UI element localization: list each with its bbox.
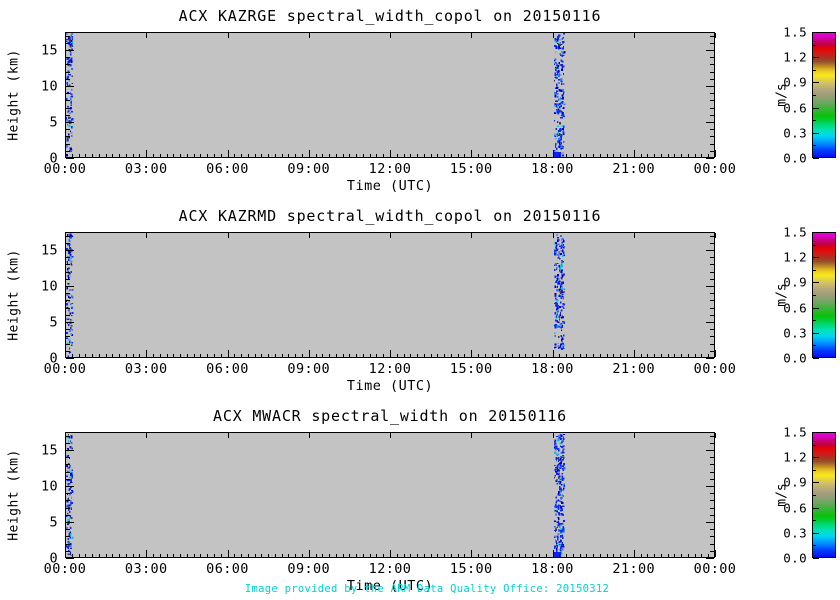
svg-text:0.3: 0.3: [783, 526, 807, 541]
svg-text:1.2: 1.2: [783, 50, 807, 65]
svg-text:06:00: 06:00: [206, 361, 249, 377]
svg-text:00:00: 00:00: [44, 161, 87, 177]
panel-title: ACX KAZRGE spectral_width_copol on 20150…: [178, 7, 602, 25]
svg-text:21:00: 21:00: [612, 361, 655, 377]
colorbar-unit-label: m/s: [774, 483, 790, 507]
provenance-caption: Image provided by the ARM Data Quality O…: [244, 583, 610, 595]
plot-canvas-kazrge: 00:00 03:00 06:00 09:00 12:00 15:00 18:00 21:00…: [41, 25, 836, 177]
panel-mwacr: 00:00 03:00 06:00 09:00 12:00 15:00 18:00 21:00…: [0, 400, 840, 600]
panel-kazrge: 00:00 03:00 06:00 09:00 12:00 15:00 18:00 21:00…: [0, 0, 840, 200]
svg-text:1.2: 1.2: [783, 250, 807, 265]
svg-text:1.5: 1.5: [783, 25, 807, 40]
plot-canvas-mwacr: 00:00 03:00 06:00 09:00 12:00 15:00 18:00 21:00…: [41, 425, 836, 577]
svg-text:00:00: 00:00: [694, 561, 737, 577]
svg-text:09:00: 09:00: [287, 161, 330, 177]
svg-text:12:00: 12:00: [369, 561, 412, 577]
svg-text:0: 0: [49, 151, 58, 167]
svg-text:00:00: 00:00: [694, 361, 737, 377]
svg-text:09:00: 09:00: [287, 561, 330, 577]
plot-canvas-kazrmd: 00:00 03:00 06:00 09:00 12:00 15:00 18:00 21:00…: [41, 225, 836, 377]
colorbar-unit-label: m/s: [774, 283, 790, 307]
svg-text:18:00: 18:00: [531, 361, 574, 377]
svg-text:0.0: 0.0: [783, 351, 807, 366]
svg-text:15: 15: [41, 443, 58, 459]
svg-text:00:00: 00:00: [694, 161, 737, 177]
svg-text:15: 15: [41, 243, 58, 259]
svg-text:03:00: 03:00: [125, 161, 168, 177]
x-axis-label: Time (UTC): [346, 578, 434, 594]
y-axis-label: Height (km): [6, 249, 22, 341]
x-axis-label: Time (UTC): [346, 378, 434, 394]
panel-title: ACX MWACR spectral_width on 20150116: [213, 407, 567, 425]
svg-text:1.5: 1.5: [783, 425, 807, 440]
svg-text:0.0: 0.0: [783, 151, 807, 166]
svg-text:03:00: 03:00: [125, 561, 168, 577]
svg-text:12:00: 12:00: [369, 161, 412, 177]
svg-text:0.6: 0.6: [783, 101, 807, 116]
svg-text:0.6: 0.6: [783, 301, 807, 316]
svg-text:03:00: 03:00: [125, 361, 168, 377]
svg-text:0.6: 0.6: [783, 501, 807, 516]
svg-text:00:00: 00:00: [44, 361, 87, 377]
svg-text:0: 0: [49, 551, 58, 567]
svg-text:18:00: 18:00: [531, 561, 574, 577]
svg-text:09:00: 09:00: [287, 361, 330, 377]
svg-text:10: 10: [41, 279, 58, 295]
y-axis-label: Height (km): [6, 49, 22, 141]
y-axis-label: Height (km): [6, 449, 22, 541]
svg-text:21:00: 21:00: [612, 561, 655, 577]
svg-text:0.9: 0.9: [783, 275, 807, 290]
svg-text:1.5: 1.5: [783, 225, 807, 240]
svg-text:5: 5: [49, 315, 58, 331]
panel-kazrmd: 00:00 03:00 06:00 09:00 12:00 15:00 18:00 21:00…: [0, 200, 840, 400]
svg-text:0.0: 0.0: [783, 551, 807, 566]
svg-text:06:00: 06:00: [206, 561, 249, 577]
svg-text:0.3: 0.3: [783, 326, 807, 341]
svg-text:0.9: 0.9: [783, 75, 807, 90]
svg-text:15: 15: [41, 43, 58, 59]
svg-text:10: 10: [41, 79, 58, 95]
svg-text:12:00: 12:00: [369, 361, 412, 377]
svg-text:21:00: 21:00: [612, 161, 655, 177]
svg-text:15:00: 15:00: [450, 561, 493, 577]
svg-text:5: 5: [49, 115, 58, 131]
svg-text:15:00: 15:00: [450, 361, 493, 377]
svg-text:0.3: 0.3: [783, 126, 807, 141]
svg-text:18:00: 18:00: [531, 161, 574, 177]
panel-title: ACX KAZRMD spectral_width_copol on 20150…: [178, 207, 602, 225]
svg-text:5: 5: [49, 515, 58, 531]
x-axis-label: Time (UTC): [346, 178, 434, 194]
svg-text:0: 0: [49, 351, 58, 367]
svg-text:0.9: 0.9: [783, 475, 807, 490]
svg-text:15:00: 15:00: [450, 161, 493, 177]
svg-text:00:00: 00:00: [44, 561, 87, 577]
colorbar-unit-label: m/s: [774, 83, 790, 107]
svg-text:1.2: 1.2: [783, 450, 807, 465]
svg-text:06:00: 06:00: [206, 161, 249, 177]
svg-text:10: 10: [41, 479, 58, 495]
